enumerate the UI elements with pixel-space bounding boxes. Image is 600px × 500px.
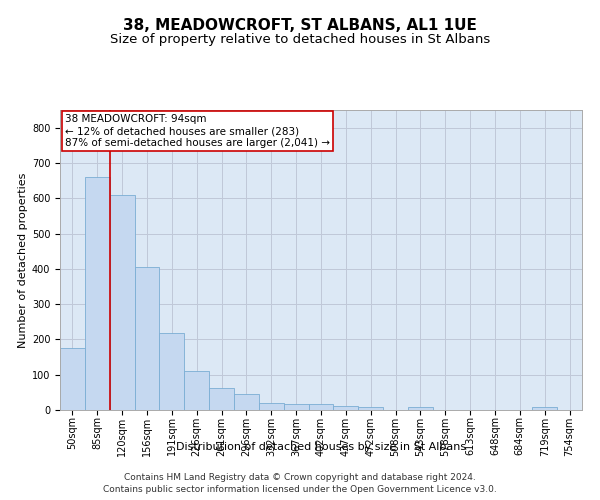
Bar bbox=[234, 394, 259, 410]
Bar bbox=[184, 371, 209, 410]
Bar bbox=[85, 177, 110, 410]
Text: Contains HM Land Registry data © Crown copyright and database right 2024.: Contains HM Land Registry data © Crown c… bbox=[124, 472, 476, 482]
Bar bbox=[60, 348, 85, 410]
Bar bbox=[209, 388, 234, 410]
Bar bbox=[110, 194, 134, 410]
Text: 38, MEADOWCROFT, ST ALBANS, AL1 1UE: 38, MEADOWCROFT, ST ALBANS, AL1 1UE bbox=[123, 18, 477, 32]
Bar bbox=[284, 404, 308, 410]
Bar bbox=[358, 407, 383, 410]
Bar bbox=[408, 407, 433, 410]
Bar bbox=[134, 267, 160, 410]
Text: 38 MEADOWCROFT: 94sqm
← 12% of detached houses are smaller (283)
87% of semi-det: 38 MEADOWCROFT: 94sqm ← 12% of detached … bbox=[65, 114, 330, 148]
Bar bbox=[334, 406, 358, 410]
Bar bbox=[259, 403, 284, 410]
Bar bbox=[532, 407, 557, 410]
Text: Distribution of detached houses by size in St Albans: Distribution of detached houses by size … bbox=[176, 442, 466, 452]
Bar bbox=[160, 333, 184, 410]
Y-axis label: Number of detached properties: Number of detached properties bbox=[17, 172, 28, 348]
Text: Contains public sector information licensed under the Open Government Licence v3: Contains public sector information licen… bbox=[103, 485, 497, 494]
Text: Size of property relative to detached houses in St Albans: Size of property relative to detached ho… bbox=[110, 32, 490, 46]
Bar bbox=[308, 404, 334, 410]
